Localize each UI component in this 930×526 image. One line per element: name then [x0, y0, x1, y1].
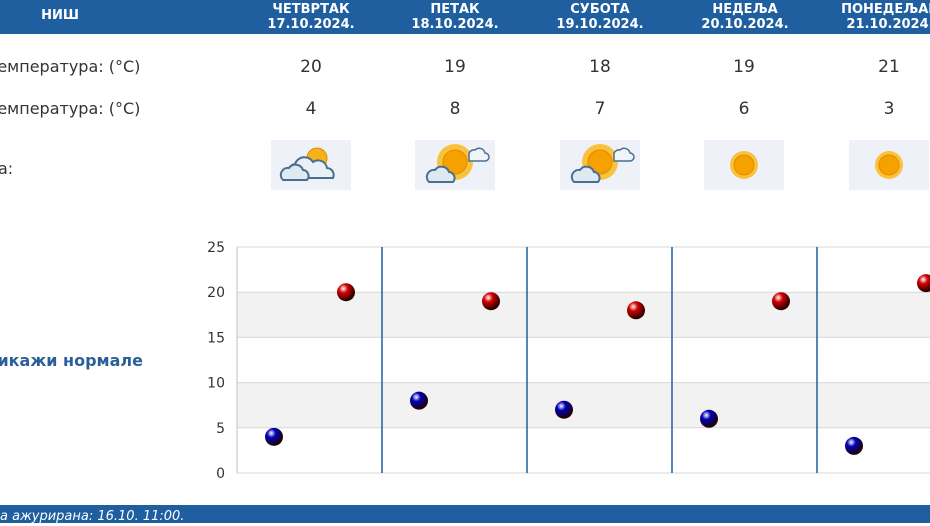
day-name: ПОНЕДЕЉАК — [841, 2, 930, 17]
day-name: ЧЕТВРТАК — [272, 2, 350, 17]
y-tick-label: 25 — [207, 240, 225, 256]
max-temp-point — [337, 283, 355, 302]
day-date: 21.10.2024. — [846, 17, 930, 32]
sun-with-clouds-icon — [560, 140, 640, 190]
grid-band — [237, 292, 930, 338]
max-temp-label: температура: (°C) — [0, 57, 141, 76]
day-header[interactable]: ЧЕТВРТАК 17.10.2024. — [241, 0, 381, 32]
day-name: СУБОТА — [570, 2, 630, 17]
last-updated-text: а ажурирана: 16.10. 11:00. — [0, 509, 185, 524]
min-temp-value: 6 — [738, 99, 750, 119]
max-temp-value: 19 — [444, 57, 466, 77]
y-tick-label: 5 — [216, 421, 225, 437]
day-header[interactable]: ПЕТАК 18.10.2024. — [385, 0, 525, 32]
min-temp-point — [845, 436, 863, 455]
max-temp-point — [482, 292, 500, 311]
min-temp-point — [410, 391, 428, 410]
grid-band — [237, 382, 930, 428]
min-temp-point — [700, 409, 718, 428]
day-header[interactable]: НЕДЕЉА 20.10.2024. — [675, 0, 815, 32]
sun-icon — [849, 140, 929, 190]
max-temp-point — [627, 301, 645, 320]
weather-label: a: — [0, 159, 14, 178]
partly-cloudy-icon — [271, 140, 351, 190]
day-header[interactable]: СУБОТА 19.10.2024. — [530, 0, 670, 32]
temperature-chart: 0 5 10 15 20 25 — [207, 240, 930, 482]
day-name: НЕДЕЉА — [712, 2, 778, 17]
y-tick-label: 0 — [216, 466, 225, 482]
show-normals-link[interactable]: рикажи нормале — [0, 351, 143, 370]
min-temp-value: 8 — [449, 99, 461, 119]
min-temp-value: 4 — [305, 99, 317, 119]
sun-with-clouds-icon — [415, 140, 495, 190]
day-header[interactable]: ПОНЕДЕЉАК 21.10.2024. — [820, 0, 930, 32]
max-temp-value: 18 — [589, 57, 611, 77]
y-tick-label: 20 — [207, 285, 225, 301]
day-date: 18.10.2024. — [411, 17, 499, 32]
y-tick-label: 10 — [207, 376, 225, 392]
max-temp-value: 20 — [300, 57, 322, 77]
day-date: 20.10.2024. — [701, 17, 789, 32]
min-temp-value: 3 — [883, 99, 895, 119]
day-name: ПЕТАК — [430, 2, 480, 17]
day-date: 17.10.2024. — [267, 17, 355, 32]
max-temp-point — [917, 274, 930, 293]
min-temp-value: 7 — [594, 99, 606, 119]
min-temp-point — [265, 427, 283, 446]
min-temp-point — [555, 400, 573, 419]
city-name: НИШ — [41, 8, 79, 23]
min-temp-label: температура: (°C) — [0, 99, 141, 118]
day-date: 19.10.2024. — [556, 17, 644, 32]
max-temp-value: 21 — [878, 57, 900, 77]
max-temp-point — [772, 292, 790, 311]
max-temp-value: 19 — [733, 57, 755, 77]
sun-icon — [704, 140, 784, 190]
header-bar: НИШ ЧЕТВРТАК 17.10.2024. ПЕТАК 18.10.202… — [0, 0, 930, 34]
footer-bar: а ажурирана: 16.10. 11:00. — [0, 505, 930, 524]
y-tick-label: 15 — [207, 330, 225, 346]
